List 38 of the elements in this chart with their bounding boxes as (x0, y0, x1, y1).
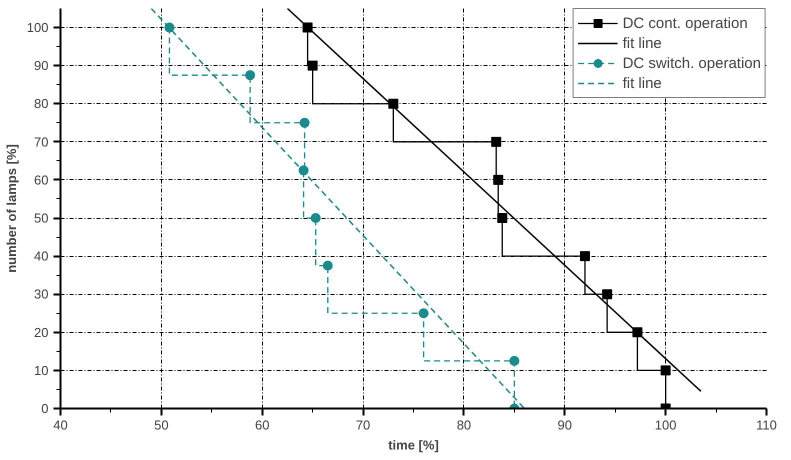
x-tick-label: 70 (356, 418, 370, 432)
point (509, 356, 520, 366)
y-tick-label: 0 (41, 401, 49, 416)
y-tick-label: 70 (34, 134, 49, 150)
x-tick-label: 40 (53, 418, 68, 432)
x-tick-label: 80 (456, 418, 472, 432)
legend-label: fit line (622, 34, 662, 52)
y-tick-label: 80 (34, 96, 49, 112)
y-tick-label: 20 (34, 324, 49, 340)
x-tick-label: 60 (254, 418, 270, 432)
x-axis-title: time [%] (388, 438, 439, 452)
legend-label: DC cont. operation (622, 14, 748, 32)
point (602, 289, 612, 300)
y-axis-title: number of lamps [%] (4, 144, 19, 273)
point (300, 118, 310, 128)
y-tick-label: 60 (34, 172, 49, 188)
point (308, 60, 318, 71)
x-tick-label: 50 (154, 418, 169, 432)
y-tick-label: 100 (26, 20, 49, 36)
point (493, 174, 504, 185)
y-tick-label: 40 (34, 248, 49, 264)
legend-label: fit line (622, 74, 662, 92)
x-tick-label: 100 (654, 418, 676, 432)
point (497, 213, 508, 224)
point (310, 213, 321, 224)
y-tick-label: 50 (34, 210, 49, 226)
legend-label: DC switch. operation (622, 54, 761, 72)
point (660, 365, 671, 376)
point (245, 70, 256, 80)
point (322, 260, 333, 271)
y-tick-label: 10 (34, 362, 49, 378)
x-tick-label: 110 (756, 418, 777, 432)
point (418, 308, 429, 318)
y-tick-label: 30 (34, 286, 49, 302)
y-tick-label: 90 (34, 58, 49, 74)
point (491, 136, 502, 147)
x-tick-label: 90 (558, 418, 572, 432)
point (580, 251, 590, 262)
